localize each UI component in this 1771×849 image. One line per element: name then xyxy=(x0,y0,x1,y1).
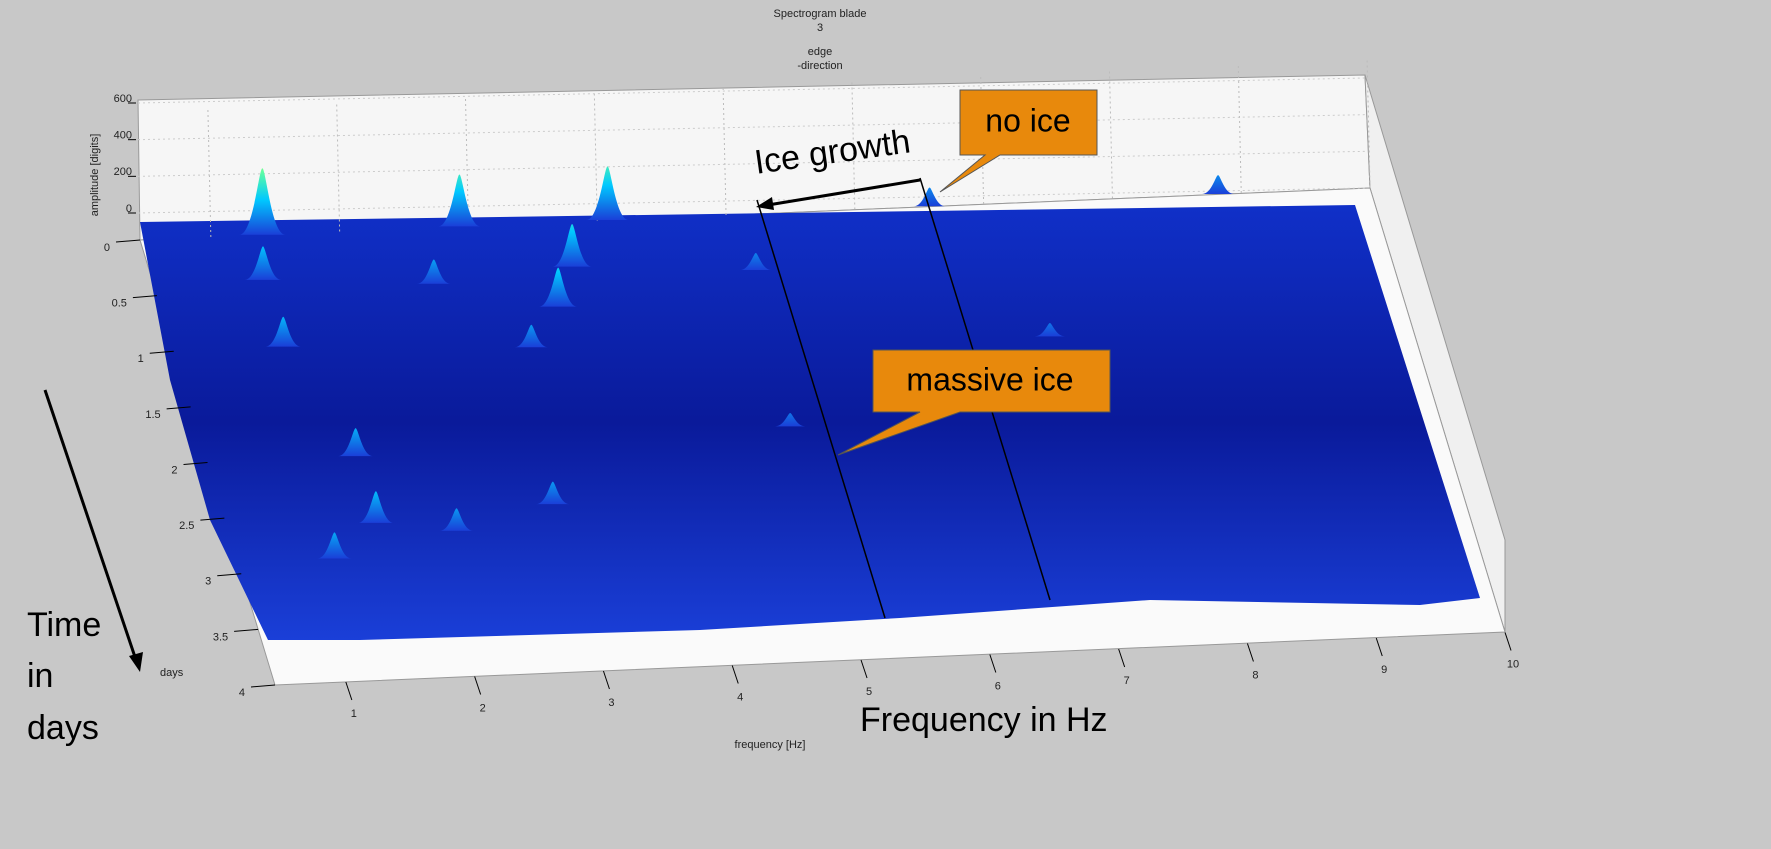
z-tick-label: 600 xyxy=(114,93,132,105)
x-tick-label: 2 xyxy=(480,702,486,714)
x-tick-label: 3 xyxy=(608,697,614,709)
x-tick-label: 10 xyxy=(1507,658,1519,670)
x-tick-label: 9 xyxy=(1381,664,1387,676)
callout-text: no ice xyxy=(985,102,1070,138)
y-tick-label: 1 xyxy=(138,353,144,365)
x-tick-label: 1 xyxy=(351,708,357,720)
z-axis-label: amplitude [digits] xyxy=(89,134,101,217)
x-tick-label: 8 xyxy=(1252,669,1258,681)
chart: Spectrogram blade 3 edge -direction 1 2 3 4 5 6 7… xyxy=(0,0,1771,849)
x-tick-label: 4 xyxy=(737,691,743,703)
callout-text: massive ice xyxy=(906,361,1073,397)
annotation: Frequency in Hz xyxy=(860,701,1108,739)
annotation: days xyxy=(27,709,99,747)
y-tick-label: 2 xyxy=(171,464,177,476)
y-tick-label: 1.5 xyxy=(145,409,160,421)
chart-title: 3 xyxy=(817,22,823,34)
x-axis-label: frequency [Hz] xyxy=(735,739,806,751)
surface xyxy=(140,205,1480,640)
y-tick-label: 0.5 xyxy=(112,298,127,310)
y-tick-label: 4 xyxy=(239,687,245,699)
chart-title: edge xyxy=(808,46,832,58)
y-axis-label: days xyxy=(160,667,184,679)
x-tick-label: 7 xyxy=(1124,675,1130,687)
y-tick-label: 3 xyxy=(205,576,211,588)
y-tick-label: 3.5 xyxy=(213,631,228,643)
x-tick-label: 6 xyxy=(995,680,1001,692)
chart-title: Spectrogram blade xyxy=(774,8,867,20)
annotation: Time xyxy=(27,606,101,644)
z-tick-label: 400 xyxy=(114,130,132,142)
y-tick-label: 2.5 xyxy=(179,520,194,532)
x-tick-label: 5 xyxy=(866,686,872,698)
annotation: in xyxy=(27,657,53,695)
z-tick-label: 0 xyxy=(126,203,132,215)
z-tick-label: 200 xyxy=(114,166,132,178)
y-tick-label: 0 xyxy=(104,242,110,254)
chart-title: -direction xyxy=(797,60,842,72)
